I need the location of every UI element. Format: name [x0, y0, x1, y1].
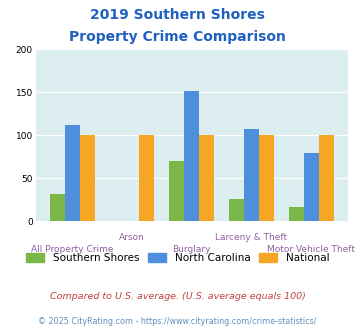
Bar — [199, 135, 214, 221]
Bar — [259, 135, 274, 221]
Text: Larceny & Theft: Larceny & Theft — [215, 233, 288, 242]
Text: Motor Vehicle Theft: Motor Vehicle Theft — [267, 245, 355, 254]
Text: Burglary: Burglary — [173, 245, 211, 254]
Text: Property Crime Comparison: Property Crime Comparison — [69, 30, 286, 44]
Legend: Southern Shores, North Carolina, National: Southern Shores, North Carolina, Nationa… — [21, 248, 334, 267]
Bar — [289, 207, 304, 221]
Bar — [319, 135, 334, 221]
Bar — [50, 194, 65, 221]
Text: All Property Crime: All Property Crime — [31, 245, 113, 254]
Bar — [184, 91, 199, 221]
Bar — [140, 135, 154, 221]
Bar — [65, 125, 80, 221]
Bar — [80, 135, 94, 221]
Text: © 2025 CityRating.com - https://www.cityrating.com/crime-statistics/: © 2025 CityRating.com - https://www.city… — [38, 317, 317, 326]
Bar — [244, 129, 259, 221]
Text: Arson: Arson — [119, 233, 145, 242]
Bar — [169, 161, 184, 221]
Bar — [304, 153, 319, 221]
Bar — [229, 199, 244, 221]
Text: 2019 Southern Shores: 2019 Southern Shores — [90, 8, 265, 22]
Text: Compared to U.S. average. (U.S. average equals 100): Compared to U.S. average. (U.S. average … — [50, 292, 305, 301]
